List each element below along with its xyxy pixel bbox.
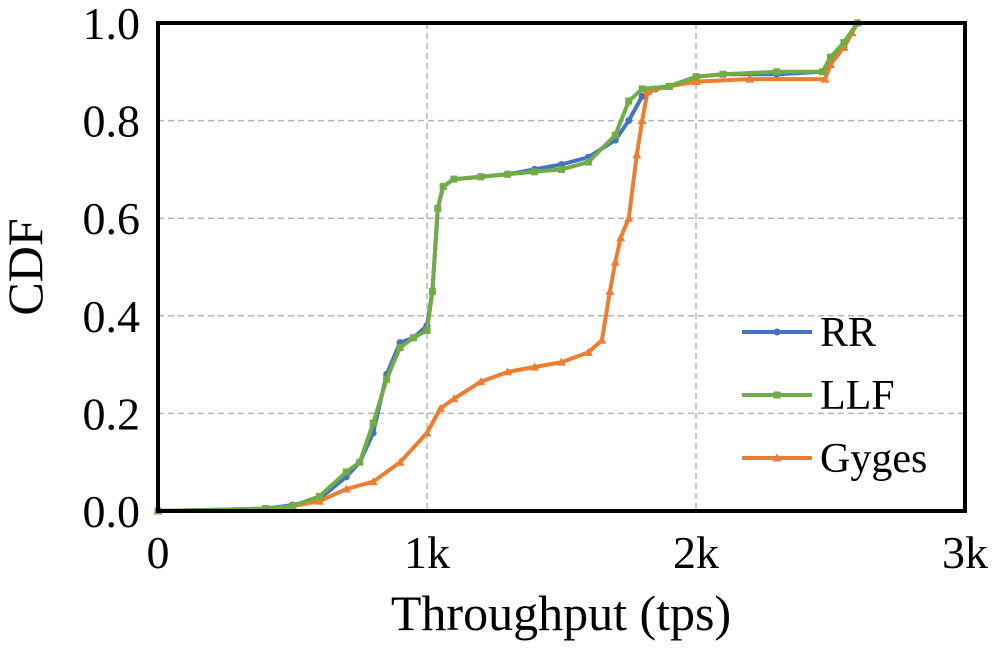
data-point-gyges <box>745 74 755 83</box>
legend-item-llf: LLF <box>742 373 895 419</box>
data-point-llf <box>410 334 418 342</box>
data-point-gyges <box>422 428 432 437</box>
y-tick-label: 0.0 <box>83 486 141 537</box>
data-point-llf <box>289 502 296 510</box>
x-tick-label: 0 <box>147 527 170 578</box>
data-point-llf <box>423 326 431 334</box>
x-tick-labels: 0 1k 2k 3k <box>147 527 989 578</box>
y-tick-label: 0.4 <box>83 291 141 342</box>
data-point-llf <box>315 492 323 500</box>
data-point-gyges <box>476 377 486 386</box>
data-point-llf <box>840 39 848 47</box>
legend-label-rr: RR <box>820 310 876 356</box>
data-point-llf <box>584 158 592 166</box>
data-point-llf <box>665 82 673 90</box>
data-point-llf <box>428 287 436 295</box>
data-point-gyges <box>530 362 540 371</box>
data-point-rr <box>625 117 633 125</box>
data-point-llf <box>827 53 834 61</box>
legend-marker-llf <box>773 391 781 399</box>
data-point-gyges <box>643 86 653 95</box>
legend-marker-rr <box>773 328 781 336</box>
data-point-llf <box>638 85 646 93</box>
data-point-llf <box>356 458 364 466</box>
legend-label-gyges: Gyges <box>820 436 927 482</box>
data-point-gyges <box>597 335 607 344</box>
series-line-gyges <box>157 22 860 513</box>
data-point-gyges <box>368 477 378 486</box>
data-point-gyges <box>839 42 849 51</box>
data-point-gyges <box>820 74 830 83</box>
grid-lines <box>158 23 965 511</box>
data-point-llf <box>692 73 700 81</box>
data-point-gyges <box>691 77 701 86</box>
legend-item-rr: RR <box>742 310 876 356</box>
data-point-gyges <box>314 496 324 505</box>
data-point-gyges <box>395 457 405 466</box>
x-tick-label: 2k <box>673 527 719 578</box>
series-rr <box>154 19 861 515</box>
x-tick-label: 1k <box>404 527 450 578</box>
data-point-gyges <box>605 286 615 295</box>
data-point-llf <box>477 173 485 181</box>
data-point-llf <box>531 168 539 176</box>
series-gyges <box>153 18 862 515</box>
legend-item-gyges: Gyges <box>742 436 927 482</box>
data-point-llf <box>558 165 565 173</box>
data-point-llf <box>450 175 458 183</box>
data-point-llf <box>719 70 727 78</box>
data-point-llf <box>383 375 391 383</box>
data-point-llf <box>342 468 350 476</box>
data-point-llf <box>625 97 633 105</box>
data-point-gyges <box>632 150 642 159</box>
data-point-gyges <box>624 213 634 222</box>
data-point-gyges <box>826 59 835 68</box>
y-tick-label: 0.6 <box>83 193 141 244</box>
plot-frame <box>156 21 967 513</box>
data-point-gyges <box>449 394 459 403</box>
data-point-llf <box>611 131 619 139</box>
legend: RR LLF Gyges <box>742 310 927 482</box>
data-point-gyges <box>637 116 647 125</box>
y-axis-title: CDF <box>0 218 53 315</box>
data-point-llf <box>434 204 442 212</box>
data-point-gyges <box>341 484 351 493</box>
y-tick-label: 0.2 <box>83 388 141 439</box>
data-point-llf <box>262 505 270 513</box>
data-point-llf <box>369 419 377 427</box>
data-point-gyges <box>616 233 626 242</box>
x-tick-label: 3k <box>942 527 988 578</box>
series-line-llf <box>157 21 860 513</box>
data-point-llf <box>396 344 404 352</box>
data-point-gyges <box>435 404 445 413</box>
data-point-llf <box>818 68 826 76</box>
data-point-gyges <box>583 347 593 356</box>
data-point-llf <box>773 68 781 76</box>
legend-marker-gyges <box>772 453 782 462</box>
data-point-gyges <box>557 357 566 366</box>
data-point-llf <box>439 182 447 190</box>
legend-label-llf: LLF <box>820 373 895 419</box>
y-tick-label: 0.8 <box>83 96 141 147</box>
series-layer <box>153 18 862 515</box>
x-axis-title: Throughput (tps) <box>391 585 731 641</box>
data-point-llf <box>504 170 512 178</box>
data-point-gyges <box>503 367 513 376</box>
y-tick-label: 1.0 <box>83 0 141 49</box>
data-point-gyges <box>610 257 620 266</box>
series-llf <box>154 19 861 515</box>
y-tick-labels: 0.0 0.2 0.4 0.6 0.8 1.0 <box>83 0 141 537</box>
series-line-rr <box>157 22 860 513</box>
